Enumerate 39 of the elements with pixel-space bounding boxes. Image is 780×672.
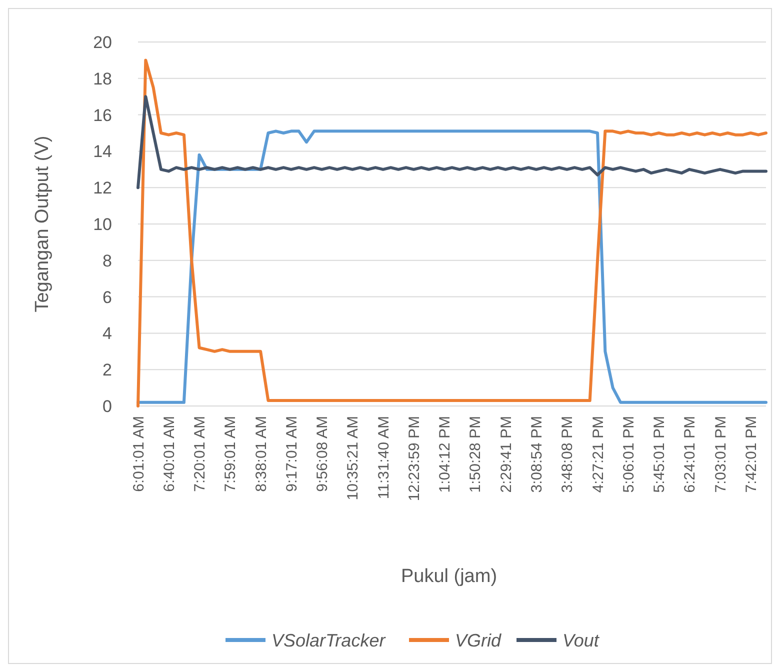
y-axis-title: Tegangan Output (V) [32,136,53,312]
x-tick-label: 8:38:01 AM [252,416,270,492]
x-tick-label: 5:45:01 PM [651,416,668,493]
legend-label: Vout [562,630,600,650]
x-tick-label: 6:24:01 PM [682,416,699,493]
y-tick-label: 12 [93,178,112,198]
legend-label: VSolarTracker [272,630,386,650]
x-tick-label: 1:04:12 PM [436,416,454,493]
x-tick-label: 4:27:21 PM [590,416,607,493]
y-tick-label: 0 [102,396,112,416]
x-tick-label: 3:08:54 PM [528,416,546,493]
legend-label: VGrid [455,630,502,650]
x-tick-label: 7:59:01 AM [222,416,240,492]
x-tick-label: 7:03:01 PM [712,416,730,493]
y-tick-label: 16 [93,106,112,125]
x-axis-title: Pukul (jam) [400,566,498,587]
x-tick-label: 5:06:01 PM [620,416,638,493]
y-tick-label: 10 [93,214,112,234]
x-tick-label: 6:01:01 AM [130,416,148,492]
x-tick-label: 9:17:01 AM [283,416,300,492]
x-tick-label: 10:35:21 AM [344,416,362,500]
x-tick-label: 12:23:59 PM [406,416,423,502]
y-tick-label: 4 [102,324,112,344]
x-tick-label: 9:56:08 AM [314,416,332,492]
y-tick-label: 18 [93,69,112,88]
x-tick-label: 3:48:08 PM [559,416,576,493]
x-tick-label: 2:29:41 PM [498,416,515,493]
line-series [136,58,768,408]
line-series [136,95,768,190]
y-tick-label: 2 [102,360,112,380]
x-tick-label: 11:31:40 AM [375,416,392,500]
y-tick-label: 20 [93,32,112,52]
y-tick-label: 6 [102,288,112,307]
x-tick-label: 6:40:01 AM [160,416,178,492]
x-tick-label: 1:50:28 PM [467,416,484,493]
x-tick-label: 7:20:01 AM [192,416,209,492]
y-tick-label: 14 [93,142,112,162]
y-tick-label: 8 [102,251,112,270]
x-tick-label: 7:42:01 PM [742,416,760,493]
